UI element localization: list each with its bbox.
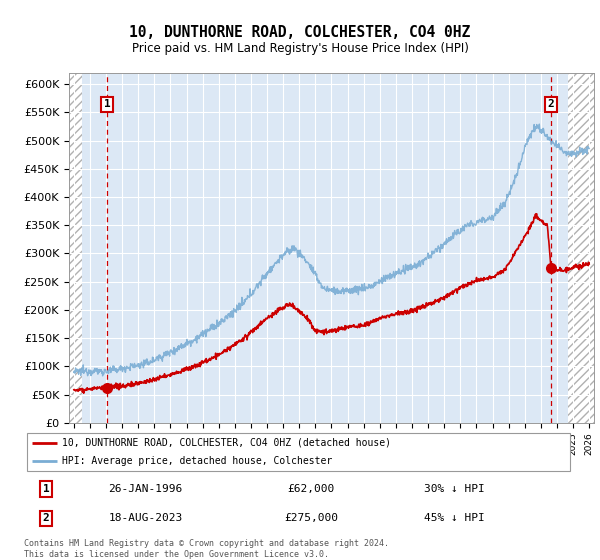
Text: 1: 1	[104, 99, 110, 109]
Text: HPI: Average price, detached house, Colchester: HPI: Average price, detached house, Colc…	[62, 456, 332, 466]
Text: 2: 2	[43, 514, 49, 524]
Text: Price paid vs. HM Land Registry's House Price Index (HPI): Price paid vs. HM Land Registry's House …	[131, 42, 469, 55]
Text: 1: 1	[43, 484, 49, 494]
Text: £275,000: £275,000	[284, 514, 338, 524]
Text: 45% ↓ HPI: 45% ↓ HPI	[424, 514, 485, 524]
Bar	[568, 73, 594, 423]
Text: 30% ↓ HPI: 30% ↓ HPI	[424, 484, 485, 494]
Text: £62,000: £62,000	[287, 484, 335, 494]
Text: 18-AUG-2023: 18-AUG-2023	[109, 514, 182, 524]
Text: 10, DUNTHORNE ROAD, COLCHESTER, CO4 0HZ (detached house): 10, DUNTHORNE ROAD, COLCHESTER, CO4 0HZ …	[62, 437, 391, 447]
Text: Contains HM Land Registry data © Crown copyright and database right 2024.
This d: Contains HM Land Registry data © Crown c…	[24, 539, 389, 559]
Text: 2: 2	[548, 99, 554, 109]
Bar	[69, 73, 82, 423]
Text: 26-JAN-1996: 26-JAN-1996	[109, 484, 182, 494]
FancyBboxPatch shape	[27, 433, 571, 471]
Text: 10, DUNTHORNE ROAD, COLCHESTER, CO4 0HZ: 10, DUNTHORNE ROAD, COLCHESTER, CO4 0HZ	[130, 25, 470, 40]
